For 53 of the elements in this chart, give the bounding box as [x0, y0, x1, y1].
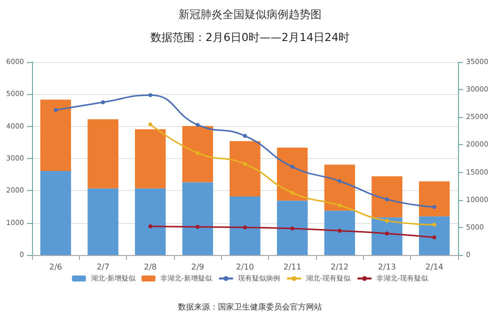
x-tick-label: 2/6: [49, 262, 62, 272]
bar: [40, 171, 72, 255]
point: [432, 205, 436, 210]
bar: [324, 210, 356, 255]
bar: [134, 129, 166, 188]
point: [148, 93, 152, 98]
point: [243, 162, 247, 166]
point: [196, 122, 200, 127]
bar: [418, 181, 450, 216]
point: [432, 222, 436, 227]
bar: [372, 217, 402, 255]
point: [432, 235, 436, 240]
x-tick-label: 2/10: [236, 262, 254, 272]
point: [290, 190, 294, 195]
point: [338, 203, 342, 208]
source-note: 数据来源：国家卫生健康委员会官方网站: [178, 302, 322, 312]
x-tick-label: 2/14: [425, 262, 444, 272]
point: [290, 164, 294, 169]
bar: [40, 100, 72, 172]
x-tick-label: 2/8: [144, 262, 157, 272]
bar: [230, 196, 260, 255]
x-tick-label: 2/11: [283, 262, 302, 272]
point: [54, 108, 58, 112]
point: [338, 228, 342, 233]
x-tick-label: 2/9: [191, 262, 204, 272]
point: [148, 224, 152, 228]
point: [101, 100, 105, 104]
point: [385, 218, 389, 223]
bar: [276, 200, 308, 255]
x-tick-label: 2/12: [330, 262, 349, 272]
point: [385, 231, 389, 236]
point: [290, 226, 294, 231]
point: [243, 225, 247, 230]
x-tick-label: 2/7: [96, 262, 110, 272]
bar: [88, 188, 118, 255]
bar: [182, 182, 214, 255]
bar: [134, 188, 166, 255]
point: [338, 179, 342, 184]
bar: [372, 176, 402, 218]
bar: [182, 126, 214, 182]
point: [243, 134, 247, 138]
x-tick-label: 2/13: [378, 262, 396, 272]
chart-title: 新冠肺炎全国疑似病例趋势图: [178, 8, 322, 21]
point: [148, 122, 152, 126]
bar: [276, 148, 308, 201]
point: [196, 224, 200, 229]
bar: [230, 141, 260, 196]
bar: [324, 164, 356, 211]
point: [196, 150, 200, 155]
bar: [88, 119, 118, 188]
chart-subtitle: 数据范围：2月6日0时——2月14日24时: [150, 31, 350, 44]
bar: [418, 216, 450, 255]
point: [385, 197, 389, 202]
